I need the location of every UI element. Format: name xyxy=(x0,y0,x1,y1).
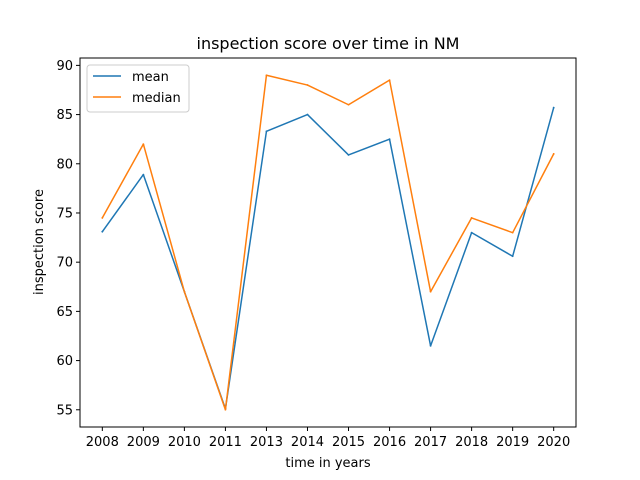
series-median-point xyxy=(552,153,555,155)
legend-mean-label: mean xyxy=(132,70,169,85)
series-median-point xyxy=(265,74,268,77)
series-mean-point xyxy=(265,130,268,133)
series-mean-point xyxy=(388,138,391,141)
series-mean-point xyxy=(511,255,514,258)
plot-area-frame xyxy=(79,57,577,428)
series-median-line xyxy=(101,74,555,411)
series-mean-point xyxy=(101,230,104,233)
series-median-point xyxy=(306,84,309,86)
series-median-point xyxy=(511,231,514,234)
legend-median-label: median xyxy=(132,91,181,106)
series-mean-line xyxy=(101,106,555,410)
x-axis-label: time in years xyxy=(285,456,370,471)
series-median-point xyxy=(101,217,104,219)
y-tick-label: 80 xyxy=(56,157,73,172)
series-median-point xyxy=(224,408,227,411)
x-tick-label: 2017 xyxy=(414,435,447,450)
y-tick-label: 90 xyxy=(56,59,73,74)
x-axis-ticks: 2008 2009 2010 2011 2013 2014 2015 2016 2017 2018… xyxy=(86,427,570,450)
chart-title: inspection score over time in NM xyxy=(197,34,460,53)
y-axis-label: inspection score xyxy=(32,189,47,295)
series-median-point xyxy=(347,103,350,106)
series-median-point xyxy=(429,290,432,293)
series-mean-point xyxy=(306,113,309,116)
x-tick-label: 2018 xyxy=(455,435,488,450)
y-tick-label: 85 xyxy=(56,108,73,123)
y-tick-label: 60 xyxy=(56,354,73,369)
x-tick-label: 2011 xyxy=(209,435,242,450)
x-tick-label: 2015 xyxy=(332,435,365,450)
y-tick-label: 70 xyxy=(56,256,73,271)
y-tick-label: 55 xyxy=(56,403,73,418)
legend: mean median xyxy=(86,64,190,113)
x-tick-label: 2010 xyxy=(168,435,201,450)
series-median-point xyxy=(388,79,391,82)
y-tick-label: 75 xyxy=(56,206,73,221)
y-axis-ticks: 55 60 65 70 75 80 85 90 xyxy=(56,59,80,418)
series-median-point xyxy=(142,143,145,146)
series-mean-point xyxy=(552,106,555,109)
x-tick-label: 2008 xyxy=(86,435,119,450)
x-tick-label: 2019 xyxy=(496,435,529,450)
series-mean-point xyxy=(429,344,432,347)
y-tick-label: 65 xyxy=(56,305,73,320)
series-mean-point xyxy=(470,231,473,234)
x-tick-label: 2016 xyxy=(373,435,406,450)
x-tick-label: 2009 xyxy=(127,435,160,450)
x-tick-label: 2013 xyxy=(250,435,283,450)
x-tick-label: 2020 xyxy=(537,435,570,450)
series-layer xyxy=(101,74,555,411)
x-tick-label: 2014 xyxy=(291,435,324,450)
series-mean-point xyxy=(142,173,145,176)
series-median-point xyxy=(183,290,186,293)
series-median-point xyxy=(470,217,473,219)
series-mean-point xyxy=(347,154,350,156)
